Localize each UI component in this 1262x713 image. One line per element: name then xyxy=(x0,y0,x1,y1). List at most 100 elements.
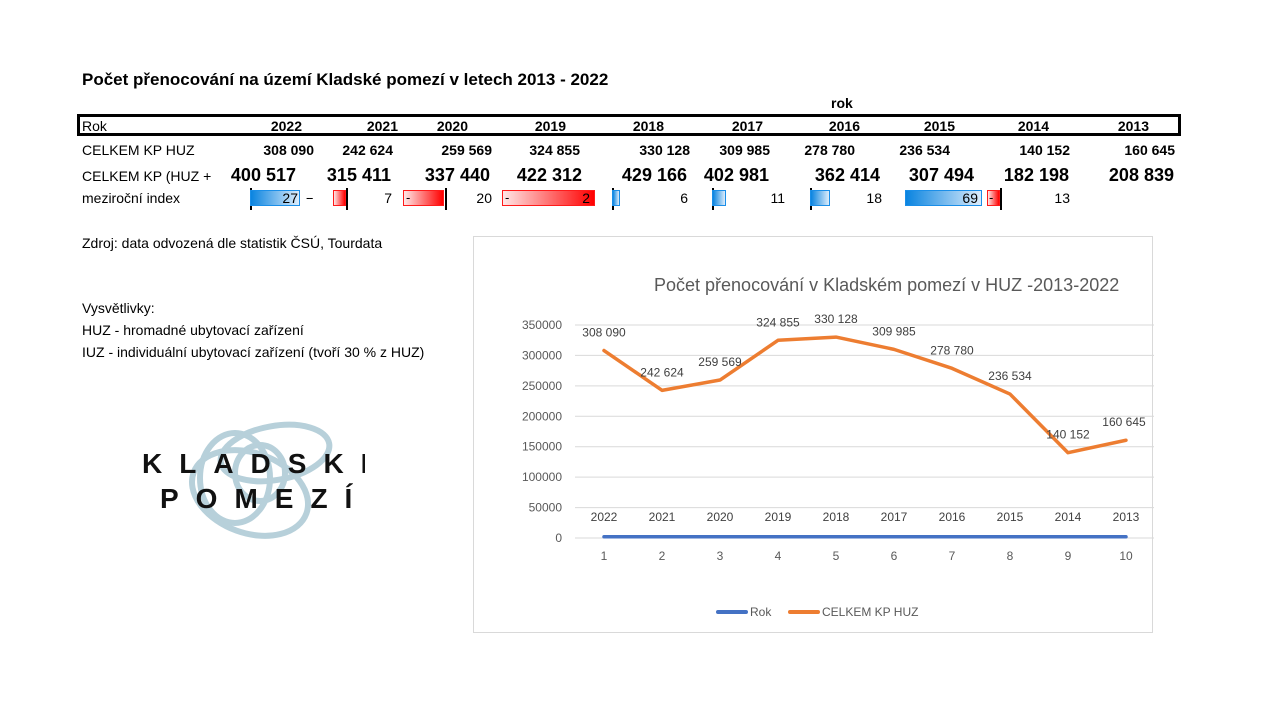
index-value: 20 xyxy=(476,190,492,206)
index-value: 6 xyxy=(680,190,688,206)
huz-value: 308 090 xyxy=(263,142,314,158)
data-label: 330 128 xyxy=(814,312,858,326)
huz-iuz-value: 362 414 xyxy=(814,165,880,185)
y-tick-label: 150000 xyxy=(522,440,562,454)
index-databar xyxy=(987,190,1000,206)
legend-label-huz: CELKEM KP HUZ xyxy=(822,605,918,619)
year-header: 2015 xyxy=(923,118,955,134)
year-header: 2014 xyxy=(1017,118,1049,134)
huz-value: 242 624 xyxy=(342,142,393,158)
data-label: 2014 xyxy=(1055,510,1082,524)
x-tick-label: 7 xyxy=(949,549,956,563)
minus-sign: - xyxy=(309,190,314,205)
data-label: 309 985 xyxy=(872,324,916,338)
huz-value: 330 128 xyxy=(639,142,690,158)
huz-value: 309 985 xyxy=(719,142,770,158)
huz-iuz-value: 402 981 xyxy=(703,165,769,185)
index-value: 13 xyxy=(1054,190,1070,206)
minus-sign: - xyxy=(306,190,311,205)
x-tick-label: 1 xyxy=(601,549,608,563)
huz-value: 236 534 xyxy=(899,142,950,158)
data-label: 2019 xyxy=(765,510,792,524)
legend-iuz: IUZ - individuální ubytovací zařízení (t… xyxy=(82,344,425,360)
x-tick-label: 10 xyxy=(1119,549,1133,563)
chart-container: Počet přenocování v Kladském pomezí v HU… xyxy=(473,236,1154,633)
y-tick-label: 0 xyxy=(555,531,562,545)
row-label-huz-iuz: CELKEM KP (HUZ + xyxy=(82,168,212,184)
logo: KLADSKÉ POMEZÍ xyxy=(140,418,379,548)
minus-sign: - xyxy=(406,190,411,205)
data-label: 2016 xyxy=(939,510,966,524)
rok-header: rok xyxy=(831,95,853,111)
index-databar xyxy=(333,190,346,206)
data-label: 2022 xyxy=(591,510,618,524)
huz-iuz-value: 400 517 xyxy=(230,165,296,185)
cell-border xyxy=(1000,188,1002,210)
data-label: 2013 xyxy=(1113,510,1140,524)
x-tick-label: 5 xyxy=(833,549,840,563)
index-value: 7 xyxy=(384,190,392,206)
huz-value: 160 645 xyxy=(1124,142,1175,158)
page-title: Počet přenocování na území Kladské pomez… xyxy=(82,70,609,89)
logo-text-1: KLADSKÉ xyxy=(142,448,365,479)
index-value: 11 xyxy=(770,190,785,206)
year-header: 2017 xyxy=(731,118,763,134)
row-label-rok: Rok xyxy=(82,118,107,134)
year-header: 2022 xyxy=(270,118,302,134)
y-tick-label: 350000 xyxy=(522,318,562,332)
data-label: 259 569 xyxy=(698,355,742,369)
data-label: 160 645 xyxy=(1102,415,1146,429)
x-tick-label: 2 xyxy=(659,549,666,563)
huz-iuz-value: 182 198 xyxy=(1003,165,1069,185)
huz-iuz-value: 422 312 xyxy=(516,165,582,185)
legend-label-rok: Rok xyxy=(750,605,772,619)
minus-sign: - xyxy=(989,190,994,205)
huz-iuz-value: 307 494 xyxy=(908,165,974,185)
huz-iuz-value: 429 166 xyxy=(621,165,687,185)
logo-swirl-icon: KLADSKÉ POMEZÍ xyxy=(142,421,379,539)
x-tick-label: 8 xyxy=(1007,549,1014,563)
huz-iuz-value: 337 440 xyxy=(424,165,490,185)
line-chart: Počet přenocování v Kladském pomezí v HU… xyxy=(522,275,1154,619)
data-label: 278 780 xyxy=(930,343,974,357)
data-label: 324 855 xyxy=(756,315,800,329)
huz-iuz-value: 208 839 xyxy=(1108,165,1174,185)
year-header: 2021 xyxy=(366,118,398,134)
series-line-huz xyxy=(602,335,1128,455)
index-value: 27 xyxy=(282,190,298,206)
x-tick-label: 3 xyxy=(717,549,724,563)
index-databar xyxy=(403,190,444,206)
index-databar xyxy=(250,190,300,206)
x-tick-label: 9 xyxy=(1065,549,1072,563)
huz-value: 324 855 xyxy=(529,142,580,158)
year-header: 2013 xyxy=(1117,118,1149,134)
y-tick-label: 50000 xyxy=(529,501,563,515)
index-databar xyxy=(712,190,726,206)
header-row-border xyxy=(77,114,1181,136)
index-value: 2 xyxy=(582,190,590,206)
year-header: 2016 xyxy=(828,118,860,134)
y-tick-label: 200000 xyxy=(522,409,562,423)
chart-title: Počet přenocování v Kladském pomezí v HU… xyxy=(654,275,1119,295)
data-label: 236 534 xyxy=(988,369,1032,383)
legend-title: Vysvětlivky: xyxy=(82,300,155,316)
year-header: 2020 xyxy=(436,118,468,134)
index-databar xyxy=(810,190,830,206)
data-label: 308 090 xyxy=(582,326,626,340)
index-databar xyxy=(905,190,982,206)
x-tick-label: 6 xyxy=(891,549,898,563)
cell-border xyxy=(346,188,348,210)
row-label-index: meziroční index xyxy=(82,190,181,206)
data-label: 2018 xyxy=(823,510,850,524)
year-header: 2018 xyxy=(632,118,664,134)
logo-text-2: POMEZÍ xyxy=(160,483,365,514)
data-label: 242 624 xyxy=(640,365,684,379)
index-value: 69 xyxy=(962,190,978,206)
y-tick-label: 250000 xyxy=(522,379,562,393)
index-databar xyxy=(612,190,620,206)
cell-border xyxy=(445,188,447,210)
data-label: 2015 xyxy=(997,510,1024,524)
year-header: 2019 xyxy=(534,118,566,134)
data-label: 2021 xyxy=(649,510,676,524)
